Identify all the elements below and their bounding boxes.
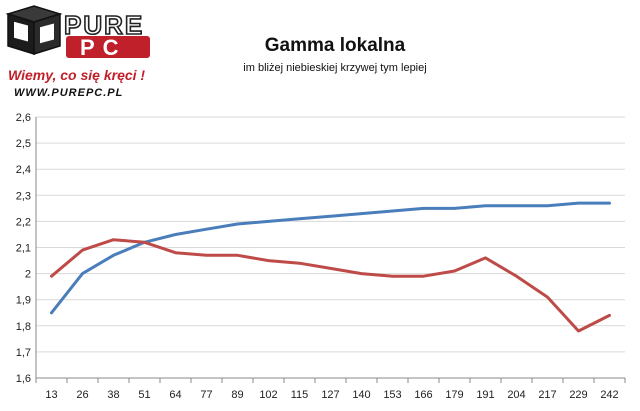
purepc-logo: PURE PC Wiemy, co się kręci ! WWW.PUREPC… <box>5 5 150 99</box>
y-tick-label: 2,4 <box>16 164 31 176</box>
logo-word-top: PURE <box>64 10 144 40</box>
x-tick-label: 115 <box>291 389 309 401</box>
x-tick-label: 127 <box>321 389 339 401</box>
axes <box>35 117 626 383</box>
x-tick-label: 229 <box>569 389 587 401</box>
y-tick-label: 2 <box>25 269 31 281</box>
y-tick-label: 1,9 <box>16 295 31 307</box>
y-tick-labels: 1,6 1,7 1,8 1,9 2 2,1 2,2 2,3 2,4 2,5 2,6 <box>16 112 31 385</box>
x-tick-label: 166 <box>414 389 432 401</box>
x-tick-label: 179 <box>445 389 463 401</box>
x-tick-label: 38 <box>107 389 119 401</box>
chart-title: Gamma lokalna <box>265 35 406 56</box>
x-tick-label: 191 <box>476 389 494 401</box>
y-tick-label: 1,8 <box>16 321 31 333</box>
logo-url: WWW.PUREPC.PL <box>14 87 123 99</box>
x-tick-label: 242 <box>600 389 618 401</box>
logo-cube-icon <box>5 5 63 56</box>
logo-pc-badge <box>66 36 150 58</box>
x-tick-label: 64 <box>169 389 181 401</box>
series-lines <box>50 201 611 333</box>
series-line-2 <box>50 238 611 333</box>
x-tick-label: 153 <box>383 389 401 401</box>
x-tick-label: 204 <box>507 389 525 401</box>
x-tick-label: 13 <box>45 389 57 401</box>
x-tick-label: 140 <box>352 389 370 401</box>
x-tick-label: 26 <box>76 389 88 401</box>
x-tick-label: 51 <box>138 389 150 401</box>
x-tick-label: 77 <box>200 389 212 401</box>
chart-subtitle: im bliżej niebieskiej krzywej tym lepiej <box>243 62 426 74</box>
y-tick-label: 2,2 <box>16 216 31 228</box>
y-tick-label: 2,6 <box>16 112 31 124</box>
y-tick-label: 2,5 <box>16 138 31 150</box>
y-tick-label: 1,6 <box>16 373 31 385</box>
logo-word-bottom: PC <box>80 35 127 60</box>
logo-slogan: Wiemy, co się kręci ! <box>8 67 145 83</box>
x-tick-labels: 13 26 38 51 64 77 89 102 115 127 140 153 166 179 191 20… <box>45 389 618 401</box>
y-tick-label: 2,1 <box>16 243 31 255</box>
y-tick-label: 2,3 <box>16 190 31 202</box>
x-tick-label: 102 <box>259 389 277 401</box>
x-tick-label: 89 <box>231 389 243 401</box>
y-tick-label: 1,7 <box>16 347 31 359</box>
x-tick-label: 217 <box>538 389 556 401</box>
series-line-1 <box>50 201 611 315</box>
gridlines <box>36 116 625 353</box>
